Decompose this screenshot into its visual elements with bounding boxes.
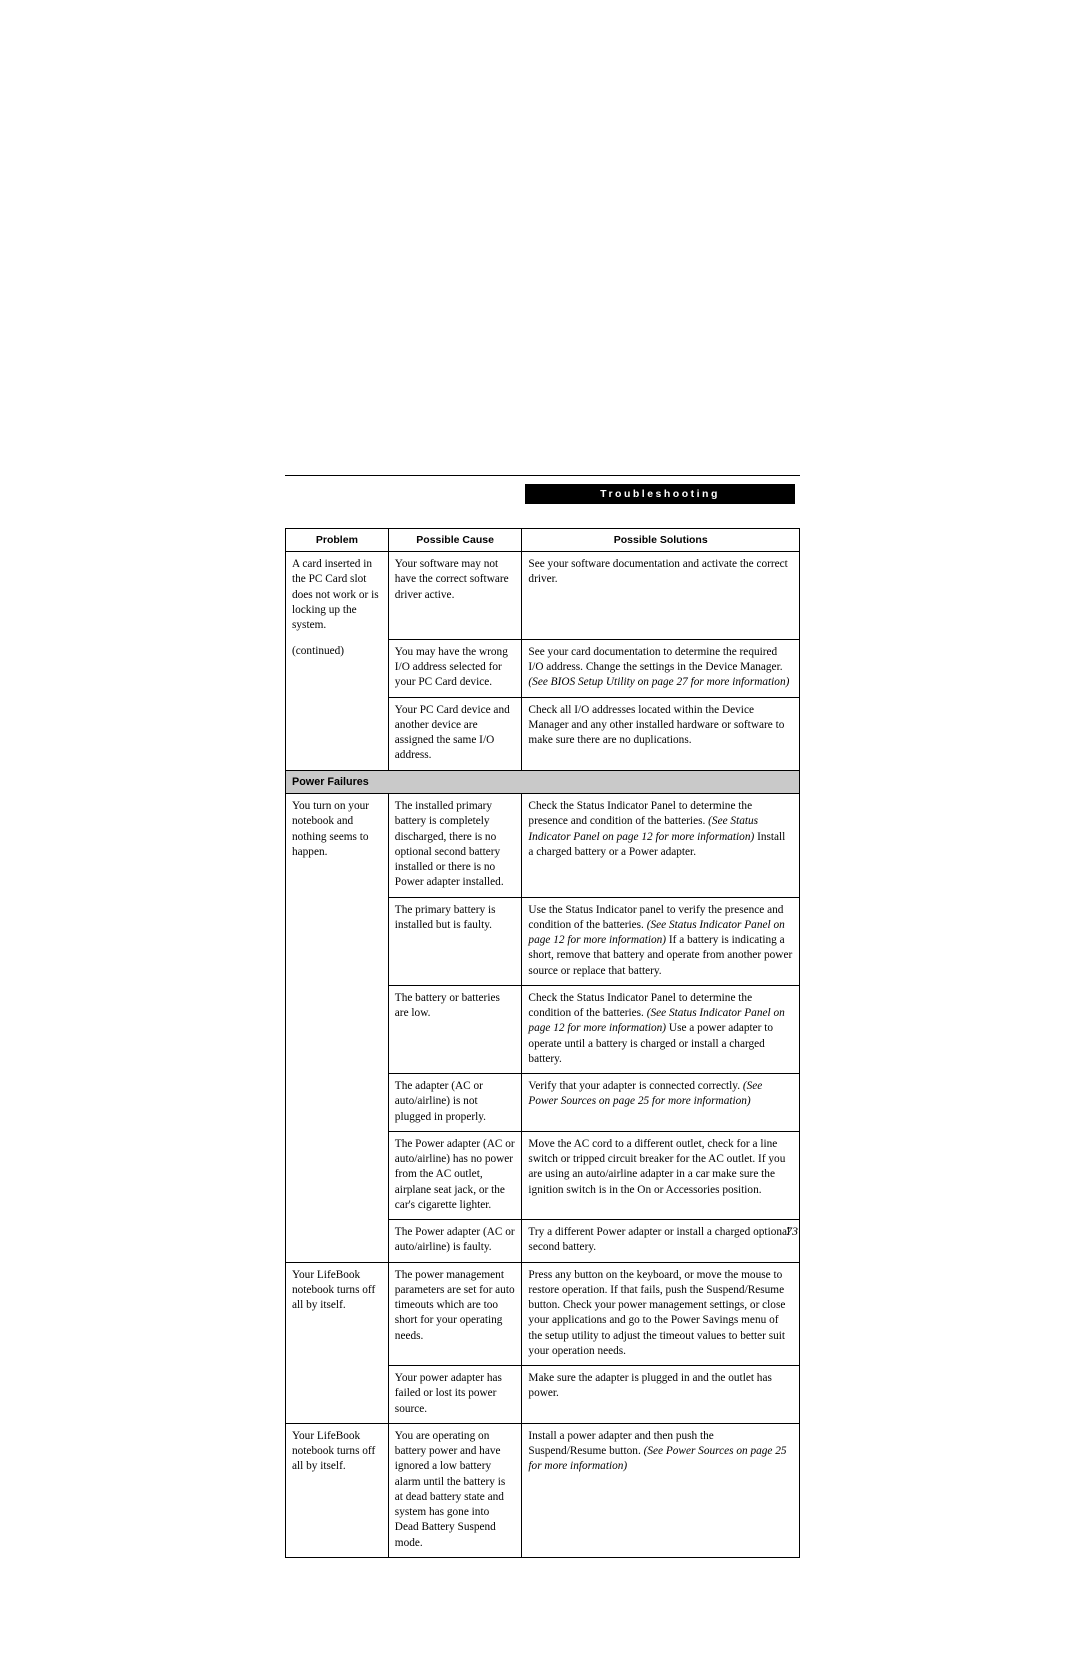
table-row: Your LifeBook notebook turns off all by … (286, 1262, 800, 1366)
cell-cause: The adapter (AC or auto/airline) is not … (388, 1074, 522, 1132)
section-row: Power Failures (286, 770, 800, 794)
cell-solution: Press any button on the keyboard, or mov… (522, 1262, 800, 1366)
cell-cause: The Power adapter (AC or auto/airline) h… (388, 1131, 522, 1219)
table-row: (continued) You may have the wrong I/O a… (286, 639, 800, 697)
page: Troubleshooting Problem Possible Cause P… (0, 0, 1080, 1669)
cell-problem (286, 1220, 389, 1263)
cell-solution: Try a different Power adapter or install… (522, 1220, 800, 1263)
cell-solution: Check the Status Indicator Panel to dete… (522, 794, 800, 898)
table-row: The adapter (AC or auto/airline) is not … (286, 1074, 800, 1132)
cell-solution: Check all I/O addresses located within t… (522, 697, 800, 770)
cell-problem: You turn on your notebook and nothing se… (286, 794, 389, 898)
table-row: You turn on your notebook and nothing se… (286, 794, 800, 898)
col-cause: Possible Cause (388, 529, 522, 552)
cell-solution: Move the AC cord to a different outlet, … (522, 1131, 800, 1219)
troubleshooting-table: Problem Possible Cause Possible Solution… (285, 528, 800, 1558)
cell-solution: Verify that your adapter is connected co… (522, 1074, 800, 1132)
cell-solution: See your software documentation and acti… (522, 552, 800, 640)
cell-problem (286, 985, 389, 1073)
solution-ref: (See BIOS Setup Utility on page 27 for m… (528, 676, 789, 688)
cell-problem: A card inserted in the PC Card slot does… (286, 552, 389, 640)
cell-cause: Your power adapter has failed or lost it… (388, 1366, 522, 1424)
table-row: Your power adapter has failed or lost it… (286, 1366, 800, 1424)
cell-problem (286, 1131, 389, 1219)
page-number: 73 (786, 1224, 798, 1239)
cell-solution: See your card documentation to determine… (522, 639, 800, 697)
table-header-row: Problem Possible Cause Possible Solution… (286, 529, 800, 552)
cell-problem (286, 1074, 389, 1132)
cell-cause: The Power adapter (AC or auto/airline) i… (388, 1220, 522, 1263)
cell-problem (286, 1366, 389, 1424)
cell-problem: Your LifeBook notebook turns off all by … (286, 1423, 389, 1557)
cell-solution: Check the Status Indicator Panel to dete… (522, 985, 800, 1073)
cell-cause: Your PC Card device and another device a… (388, 697, 522, 770)
cell-cause: The power management parameters are set … (388, 1262, 522, 1366)
cell-problem: (continued) (286, 639, 389, 697)
table-row: Your PC Card device and another device a… (286, 697, 800, 770)
cell-cause: The installed primary battery is complet… (388, 794, 522, 898)
table-row: A card inserted in the PC Card slot does… (286, 552, 800, 640)
section-header: Power Failures (286, 770, 800, 794)
cell-cause: The battery or batteries are low. (388, 985, 522, 1073)
table-row: The primary battery is installed but is … (286, 897, 800, 985)
top-rule (285, 475, 800, 476)
cell-problem: Your LifeBook notebook turns off all by … (286, 1262, 389, 1366)
cell-problem (286, 697, 389, 770)
cell-cause: The primary battery is installed but is … (388, 897, 522, 985)
cell-cause: You may have the wrong I/O address selec… (388, 639, 522, 697)
cell-cause: Your software may not have the correct s… (388, 552, 522, 640)
section-title: Troubleshooting (525, 484, 795, 504)
problem-text: A card inserted in the PC Card slot does… (292, 558, 379, 631)
table-row: The battery or batteries are low. Check … (286, 985, 800, 1073)
col-problem: Problem (286, 529, 389, 552)
solution-text: Verify that your adapter is connected co… (528, 1080, 742, 1092)
solution-text: See your card documentation to determine… (528, 646, 782, 673)
cell-problem (286, 897, 389, 985)
cell-solution: Make sure the adapter is plugged in and … (522, 1366, 800, 1424)
table-row: The Power adapter (AC or auto/airline) h… (286, 1131, 800, 1219)
cell-solution: Use the Status Indicator panel to verify… (522, 897, 800, 985)
cell-cause: You are operating on battery power and h… (388, 1423, 522, 1557)
problem-text: (continued) (292, 645, 344, 657)
table-row: The Power adapter (AC or auto/airline) i… (286, 1220, 800, 1263)
cell-solution: Install a power adapter and then push th… (522, 1423, 800, 1557)
table-row: Your LifeBook notebook turns off all by … (286, 1423, 800, 1557)
col-solution: Possible Solutions (522, 529, 800, 552)
